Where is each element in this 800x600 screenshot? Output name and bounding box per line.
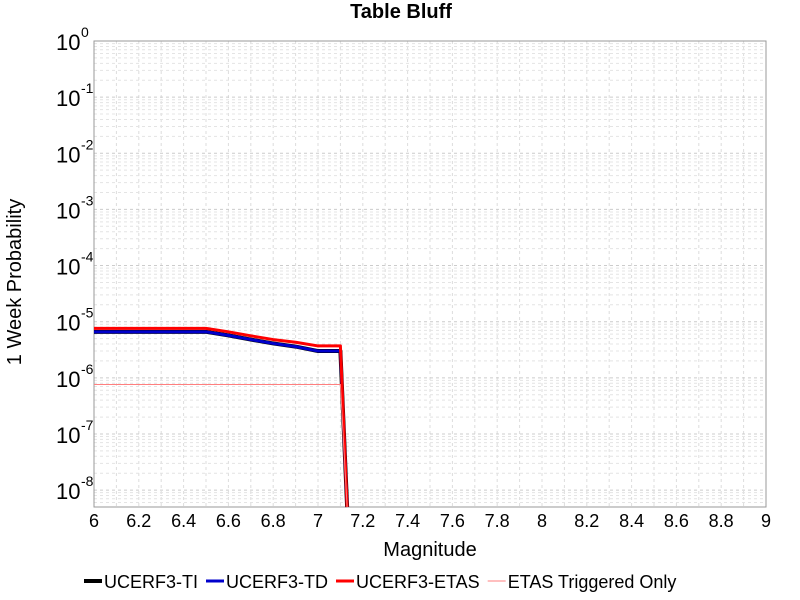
legend-label: UCERF3-TD <box>226 572 328 592</box>
legend-label: UCERF3-ETAS <box>356 572 480 592</box>
x-tick-label: 6 <box>89 511 99 531</box>
series-line-1 <box>94 329 350 508</box>
y-tick-label: 10 <box>56 367 80 392</box>
y-tick-label: 10 <box>56 142 80 167</box>
y-tick-exponent: -6 <box>81 361 94 377</box>
chart-title: Table Bluff <box>350 1 452 23</box>
y-tick-label: 10 <box>56 30 80 55</box>
x-tick-label: 6.6 <box>216 511 241 531</box>
y-tick-exponent: -4 <box>81 249 94 265</box>
y-tick-label: 10 <box>56 86 80 111</box>
y-tick-label: 10 <box>56 479 80 504</box>
series-line-2 <box>94 330 349 508</box>
x-tick-label: 7.2 <box>350 511 375 531</box>
x-tick-labels: 6 6.2 6.4 6.6 6.8 7 7.2 7.4 7.6 7.8 8 8.2 8.4 8.6 8.8 9 <box>89 511 771 531</box>
x-axis-label: Magnitude <box>383 539 476 561</box>
x-tick-label: 7 <box>313 511 323 531</box>
y-tick-exponent: -2 <box>81 136 94 152</box>
y-tick-exponent: -3 <box>81 192 94 208</box>
legend-label: UCERF3-TI <box>104 572 198 592</box>
x-tick-label: 6.8 <box>261 511 286 531</box>
x-tick-label: 8 <box>537 511 547 531</box>
legend: UCERF3-TI UCERF3-TD UCERF3-ETAS ETAS Trigge… <box>84 572 676 592</box>
series-lines <box>94 326 350 508</box>
y-tick-exponent: 0 <box>81 24 89 40</box>
y-tick-label: 10 <box>56 311 80 336</box>
x-tick-label: 6.2 <box>126 511 151 531</box>
y-tick-label: 10 <box>56 198 80 223</box>
grid <box>94 41 766 507</box>
x-tick-label: 6.4 <box>171 511 196 531</box>
y-tick-exponent: -1 <box>81 80 94 96</box>
y-tick-label: 10 <box>56 423 80 448</box>
x-tick-label: 8.2 <box>574 511 599 531</box>
legend-label: ETAS Triggered Only <box>508 572 677 592</box>
x-tick-label: 8.6 <box>664 511 689 531</box>
y-tick-exponent: -7 <box>81 417 94 433</box>
x-tick-label: 7.6 <box>440 511 465 531</box>
y-tick-exponent: -5 <box>81 305 94 321</box>
y-tick-exponent: -8 <box>81 473 94 489</box>
x-tick-label: 9 <box>761 511 771 531</box>
x-tick-label: 7.8 <box>485 511 510 531</box>
series-line-4 <box>94 384 348 508</box>
y-tick-label: 10 <box>56 255 80 280</box>
x-tick-label: 8.8 <box>709 511 734 531</box>
plot-area <box>93 40 767 508</box>
y-axis-label: 1 Week Probability <box>4 199 26 365</box>
series-line-3 <box>94 326 349 508</box>
x-tick-label: 8.4 <box>619 511 644 531</box>
x-tick-label: 7.4 <box>395 511 420 531</box>
